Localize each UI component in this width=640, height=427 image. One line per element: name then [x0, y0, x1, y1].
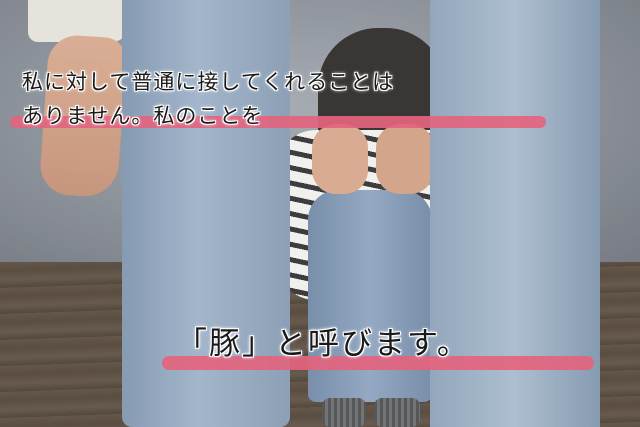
- child-left-hand: [312, 124, 368, 194]
- caption-highlight-top: [10, 116, 546, 128]
- adult-right-leg: [430, 0, 600, 427]
- caption-line-2: ありません。私のことを: [22, 104, 264, 128]
- caption-line-3: 「豚」と呼びます。: [176, 326, 470, 362]
- child-right-hand: [376, 124, 434, 194]
- adult-left-leg: [122, 0, 290, 427]
- child-right-sock: [374, 398, 420, 427]
- child-left-sock: [322, 398, 366, 427]
- caption-line-1: 私に対して普通に接してくれることは: [22, 70, 395, 94]
- caption-highlight-bottom: [162, 356, 594, 370]
